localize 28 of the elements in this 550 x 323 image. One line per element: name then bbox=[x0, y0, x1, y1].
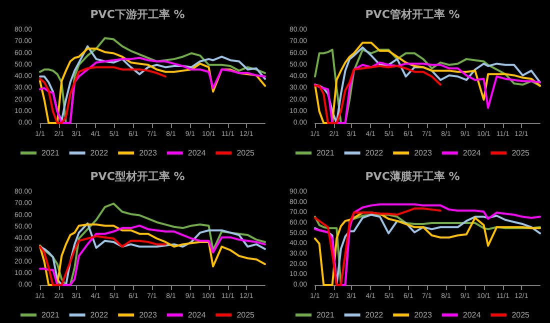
line-series bbox=[314, 65, 442, 124]
chart-title: PVC下游开工率 % bbox=[90, 8, 185, 21]
legend-label: 2023 bbox=[414, 310, 432, 319]
legend-label: 2024 bbox=[462, 310, 482, 319]
line-series bbox=[314, 207, 442, 286]
chart-title: PVC薄膜开工率 % bbox=[365, 170, 460, 182]
chart-title: PVC型材开工率 % bbox=[90, 170, 185, 182]
legend-label: 2025 bbox=[236, 148, 256, 158]
legend-label: 2025 bbox=[236, 310, 256, 319]
legend-label: 2021 bbox=[42, 148, 60, 158]
chart-title: PVC管材开工率 % bbox=[365, 8, 460, 21]
legend-label: 2023 bbox=[414, 148, 432, 158]
legend-label: 2023 bbox=[139, 148, 158, 158]
legend-label: 2024 bbox=[462, 148, 482, 158]
line-series bbox=[39, 66, 166, 124]
legend-label: 2021 bbox=[316, 310, 335, 319]
legend-label: 2022 bbox=[365, 148, 384, 158]
legend-label: 2025 bbox=[512, 310, 530, 319]
legend-label: 2023 bbox=[139, 310, 158, 319]
legend-label: 2021 bbox=[316, 148, 335, 158]
line-series bbox=[39, 234, 166, 286]
legend-label: 2024 bbox=[188, 148, 206, 158]
legend-label: 2024 bbox=[188, 310, 206, 319]
legend-label: 2022 bbox=[90, 148, 109, 158]
legend-label: 2022 bbox=[90, 310, 109, 319]
legend-label: 2021 bbox=[42, 310, 60, 319]
legend-label: 2025 bbox=[512, 148, 530, 158]
legend-label: 2022 bbox=[365, 310, 384, 319]
